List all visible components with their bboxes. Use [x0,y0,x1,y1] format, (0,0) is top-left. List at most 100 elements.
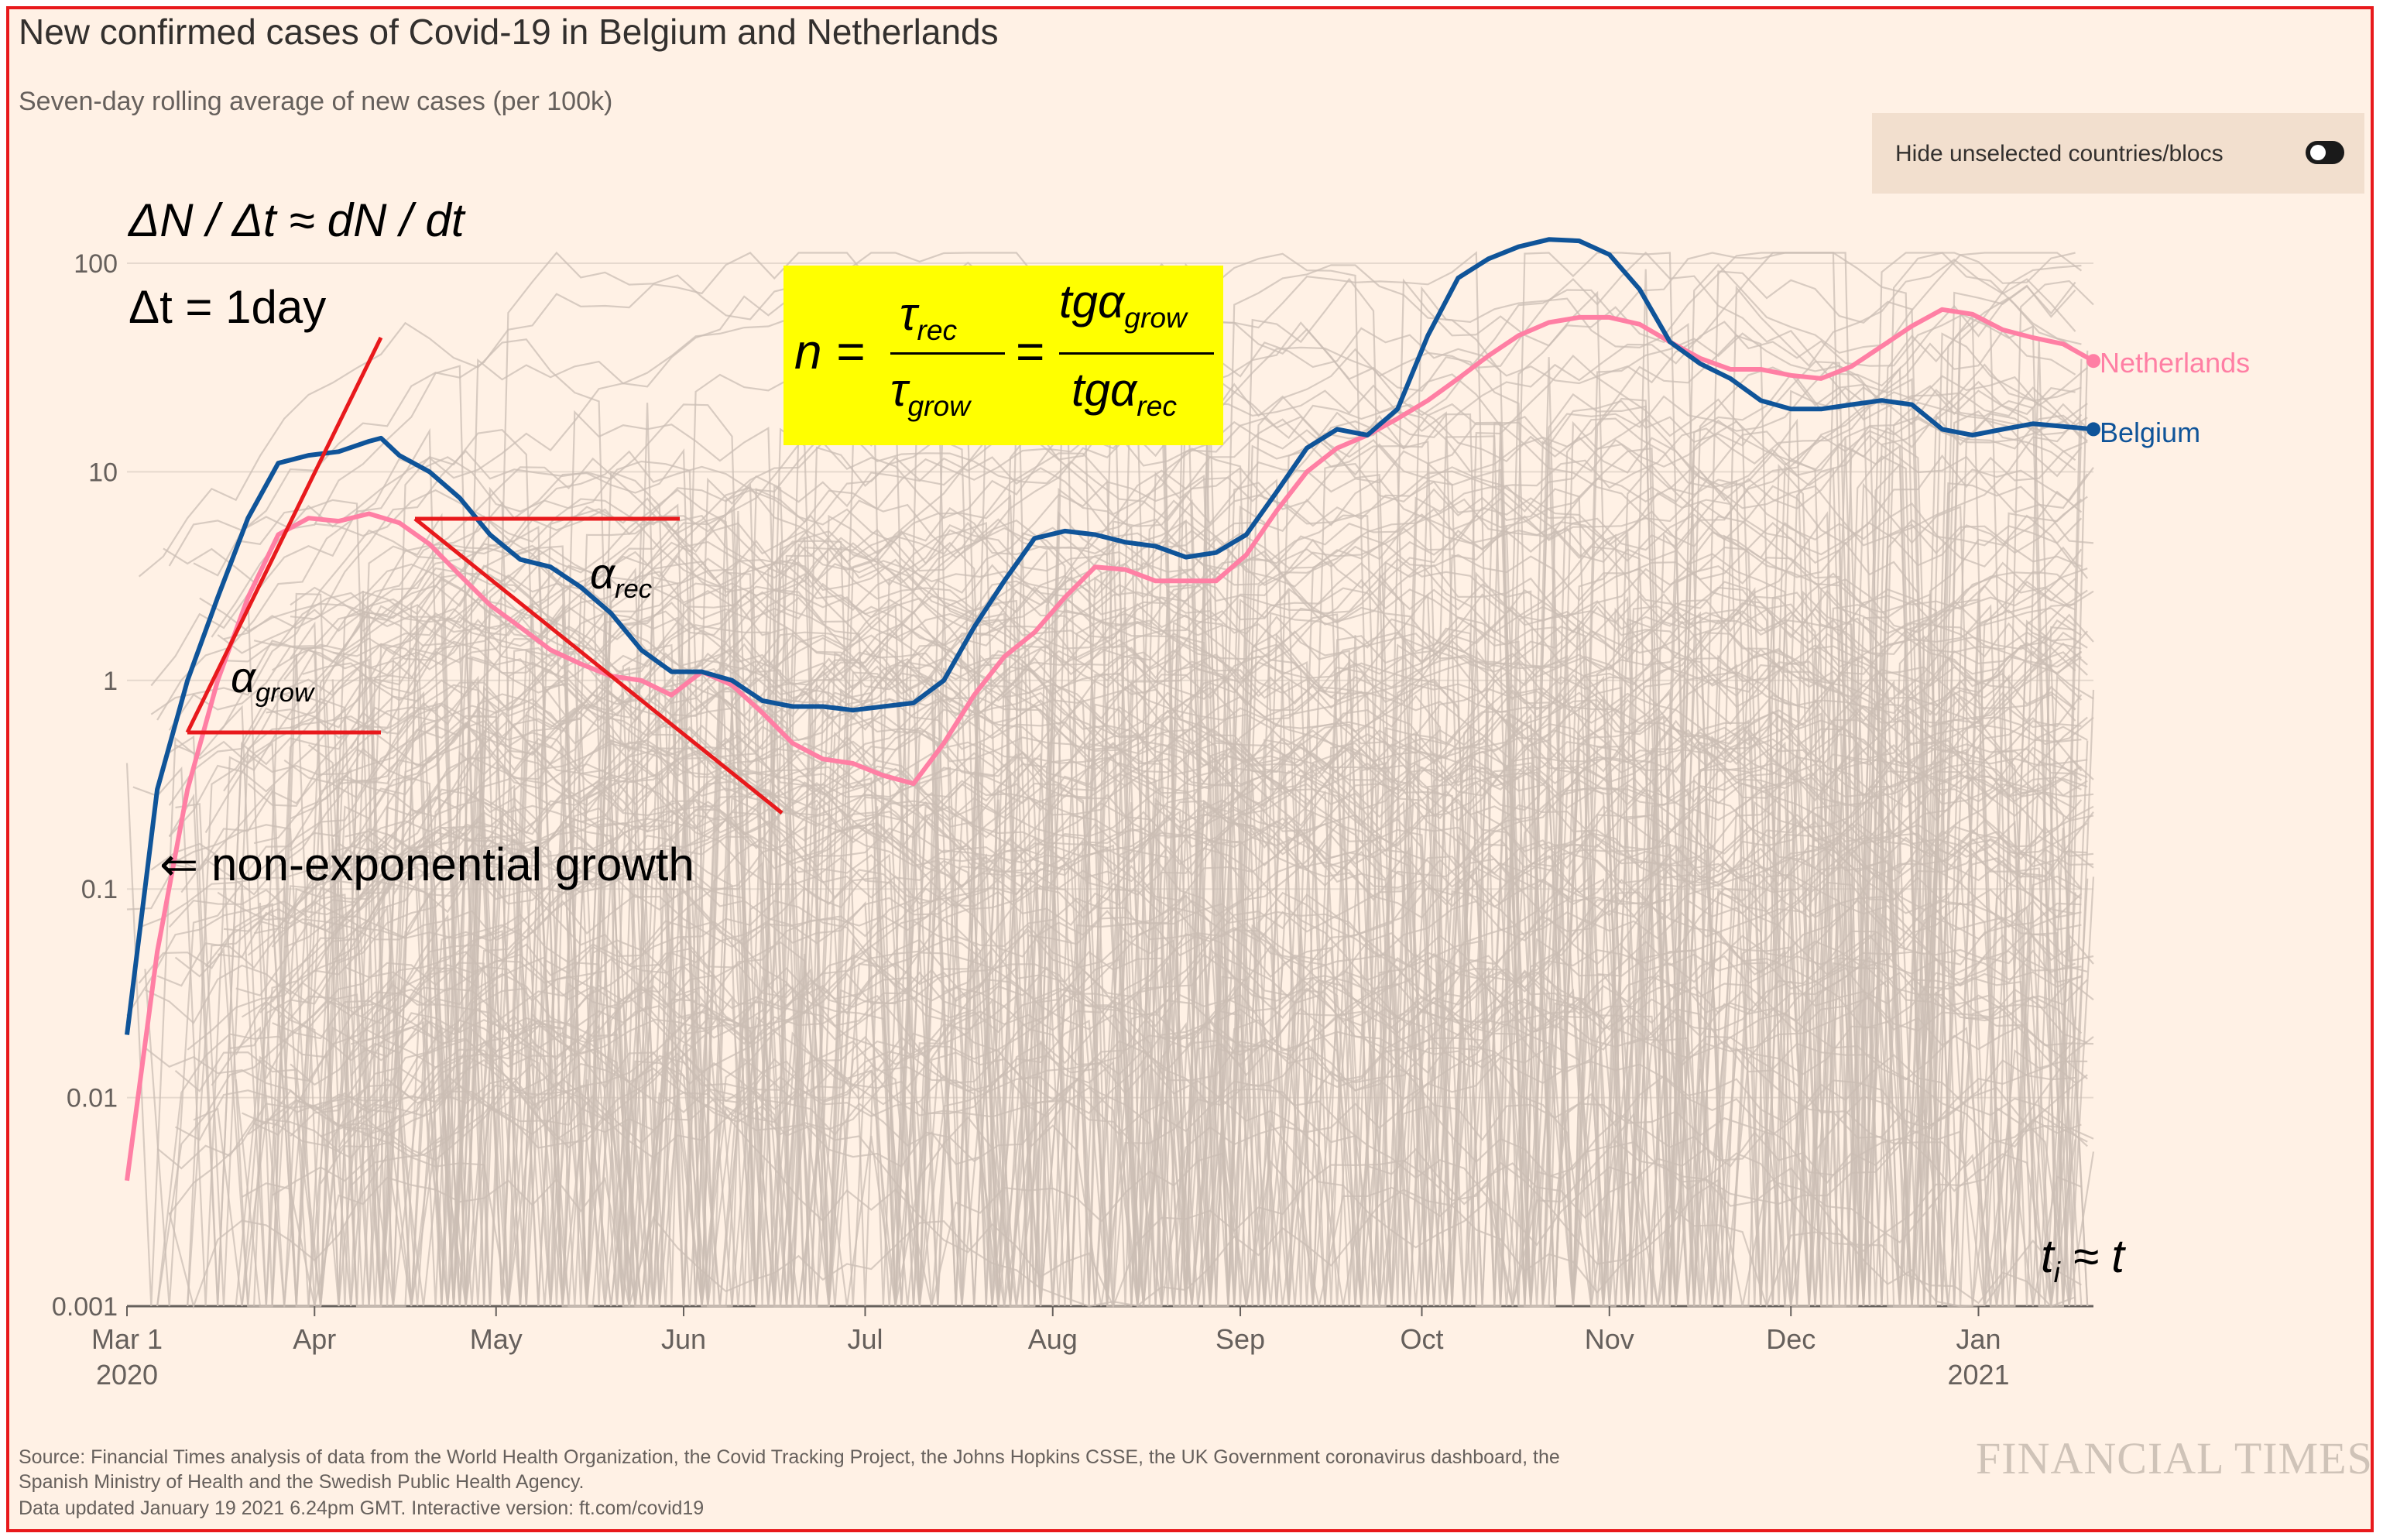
alpha-rec-label: αrec [590,548,652,604]
hide-unselected-toggle-control[interactable]: Hide unselected countries/blocs [1872,113,2364,194]
fraction-bar-2 [1059,352,1214,355]
x-tick-year: 2020 [96,1359,158,1391]
x-tick-year: 2021 [1947,1359,2009,1391]
other-country-line [223,311,2089,1307]
alpha-rec-symbol: α [590,549,615,598]
tg-alpha-rec-sub: rec [1137,389,1177,423]
other-country-line [253,591,2094,1307]
x-tick-label: Jul [847,1323,883,1355]
y-tick-label: 0.1 [81,875,118,904]
other-country-line [168,478,2082,1307]
x-tick-label: Sep [1216,1323,1265,1355]
annotation-frame [6,6,2374,1532]
delta-t-equation: Δt = 1day [129,281,327,333]
data-updated-note: Data updated January 19 2021 6.24pm GMT.… [19,1497,705,1519]
y-tick-label: 1 [103,667,118,696]
other-country-line [175,401,2088,1307]
series-end-dot-belgium [2086,422,2100,437]
ti-subscript: i [2053,1256,2060,1289]
other-country-line [187,595,2076,1307]
ti-rest: ≈ t [2073,1230,2124,1282]
x-tick-label: Oct [1400,1323,1443,1355]
other-country-line [247,546,2089,1307]
other-country-line [283,715,2076,1307]
x-tick-label: May [470,1323,523,1355]
x-tick-label: Nov [1585,1323,1634,1355]
y-tick-label: 0.01 [67,1084,118,1113]
tau-rec-symbol: τ [900,288,917,340]
source-line-2: Spanish Ministry of Health and the Swedi… [19,1471,585,1493]
other-country-line [253,457,2094,1307]
alpha-rec-subscript: rec [614,574,653,605]
tau-rec-sub: rec [917,314,958,347]
other-country-line [174,666,2088,1307]
x-tick-label: Mar 1 [91,1323,163,1355]
other-country-line [139,514,2076,1307]
recovery-tangent-line [413,517,783,815]
toggle-label: Hide unselected countries/blocs [1895,141,2224,166]
series-end-dot-netherlands [2086,354,2100,369]
series-line-netherlands [125,307,2095,1182]
other-country-line [271,679,2089,1308]
other-country-line [156,910,2094,1308]
other-country-line [187,616,2076,1308]
tau-grow: τgrow [890,363,970,422]
other-country-line [350,897,2094,1307]
alpha-grow-label: αgrow [231,652,314,708]
other-country-line [175,652,2088,1308]
other-country-line [144,861,2083,1307]
non-exponential-note: ⇐ non-exponential growth [159,839,694,890]
derivative-equation: ΔN / Δt ≈ dN / dt [129,194,465,246]
other-country-line [362,417,2082,1307]
y-tick-label: 100 [74,249,118,279]
chart-subtitle: Seven-day rolling average of new cases (… [19,87,613,116]
n-ratio-formula: n = τrec τgrow = tgαgrow tgαrec [783,266,1223,445]
other-country-line [332,777,2076,1307]
formula-n: n = [794,324,865,379]
other-country-line [126,403,2088,1307]
other-country-line [314,264,2082,1307]
series-line-belgium [125,237,2094,1035]
x-tick-label: Jun [661,1323,706,1355]
y-tick-label: 0.001 [52,1292,118,1322]
tau-grow-sub: grow [907,389,971,423]
tg-alpha-rec-symbol: tgα [1071,364,1137,416]
tau-grow-symbol: τ [890,364,908,416]
other-country-line [314,686,2083,1307]
other-country-line [350,652,2094,1307]
x-tick-label: Apr [293,1323,336,1355]
other-country-line [271,403,2088,1308]
formula-equals: = [1016,324,1045,379]
x-tick-label: Jan [1956,1323,2001,1355]
other-country-line [259,700,2076,1307]
other-country-line [132,280,2094,1307]
toggle-knob [2310,145,2326,160]
tau-rec: τrec [900,287,957,346]
other-country-line [211,953,2076,1308]
tg-alpha-grow: tgαgrow [1059,275,1187,334]
other-country-line [144,715,2083,1307]
tg-alpha-grow-sub: grow [1124,301,1187,334]
alpha-grow-subscript: grow [255,678,314,708]
tg-alpha-rec: tgαrec [1071,363,1177,422]
fraction-bar-1 [890,352,1005,355]
other-country-line [253,609,2094,1307]
series-label-netherlands: Netherlands [2100,347,2251,379]
other-country-line [290,588,2082,1308]
chart-title: New confirmed cases of Covid-19 in Belgi… [19,12,999,52]
series-label-belgium: Belgium [2100,417,2201,448]
other-country-line [168,599,2083,1307]
other-country-line [356,616,2076,1307]
tg-alpha-grow-symbol: tgα [1059,276,1125,328]
financial-times-logo: FINANCIAL TIMES [1976,1433,2373,1483]
other-country-line [290,554,2083,1307]
y-tick-label: 10 [88,458,118,487]
other-country-line [290,875,2082,1307]
source-line-1: Source: Financial Times analysis of data… [19,1446,1560,1468]
growth-tangent-line [185,336,383,734]
other-country-line [235,798,2076,1308]
toggle-switch[interactable] [2306,141,2344,164]
x-tick-label: Aug [1028,1323,1078,1355]
x-tick-label: Dec [1766,1323,1816,1355]
